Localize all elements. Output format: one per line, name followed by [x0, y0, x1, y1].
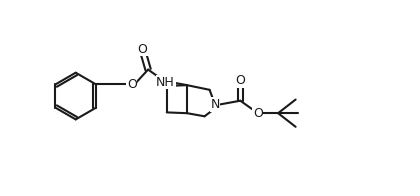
Text: O: O [137, 43, 147, 56]
Text: O: O [253, 107, 263, 120]
Text: NH: NH [156, 75, 175, 89]
Text: O: O [235, 74, 245, 87]
Text: N: N [210, 98, 220, 111]
Text: O: O [127, 78, 136, 91]
